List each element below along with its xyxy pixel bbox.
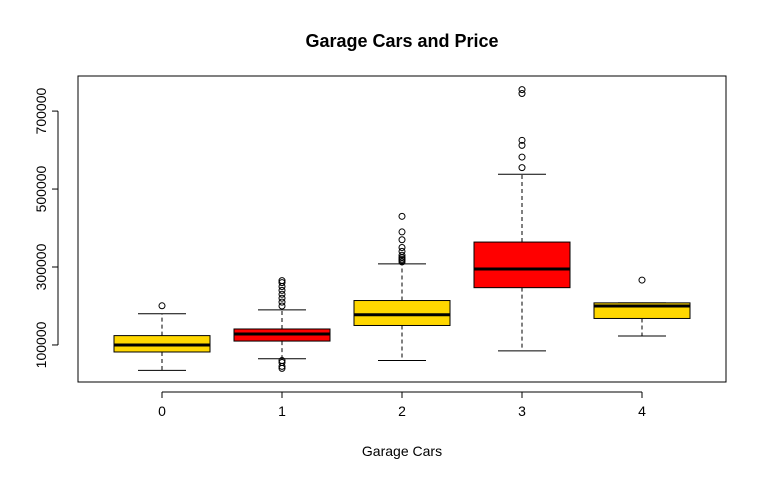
box-group-1 xyxy=(233,277,331,372)
chart-title: Garage Cars and Price xyxy=(305,31,498,51)
box-iqr xyxy=(473,241,571,289)
x-tick-label: 4 xyxy=(638,403,646,419)
outlier-point xyxy=(518,153,526,161)
outlier-point xyxy=(518,136,526,144)
outlier-point xyxy=(278,302,286,310)
outlier-point xyxy=(518,86,526,94)
outlier-point xyxy=(398,236,406,244)
outlier-point xyxy=(398,244,406,252)
outlier-point xyxy=(278,298,286,306)
outlier-point xyxy=(278,359,286,367)
x-tick-label: 3 xyxy=(518,403,526,419)
y-tick-label: 700000 xyxy=(33,88,49,135)
outlier-point xyxy=(398,228,406,236)
outlier-point xyxy=(278,294,286,302)
outlier-point xyxy=(398,212,406,220)
x-tick-label: 2 xyxy=(398,403,406,419)
box-group-3 xyxy=(473,86,571,352)
outlier-point xyxy=(518,164,526,172)
outlier-point xyxy=(518,90,526,98)
box-iqr xyxy=(353,300,451,326)
boxes-layer xyxy=(113,86,691,372)
box-group-4 xyxy=(593,276,691,337)
y-tick-label: 500000 xyxy=(33,165,49,212)
outlier-point xyxy=(278,357,286,365)
outlier-point xyxy=(278,290,286,298)
y-tick-label: 100000 xyxy=(33,321,49,368)
outlier-point xyxy=(278,277,286,285)
outlier-point xyxy=(518,141,526,149)
outlier-point xyxy=(398,251,406,259)
outlier-point xyxy=(638,276,646,284)
box-group-2 xyxy=(353,212,451,362)
box-group-0 xyxy=(113,302,211,371)
outlier-point xyxy=(278,286,286,294)
x-axis-label: Garage Cars xyxy=(362,443,442,459)
x-tick-label: 0 xyxy=(158,403,166,419)
x-tick-label: 1 xyxy=(278,403,286,419)
y-tick-label: 300000 xyxy=(33,243,49,290)
y-axis: 100000 300000 500000 700000 xyxy=(33,88,59,368)
outlier-point xyxy=(398,247,406,255)
x-axis: 0 1 2 3 4 xyxy=(158,391,646,419)
outlier-point xyxy=(158,302,166,310)
plot-frame xyxy=(77,75,727,383)
outlier-point xyxy=(278,279,286,287)
